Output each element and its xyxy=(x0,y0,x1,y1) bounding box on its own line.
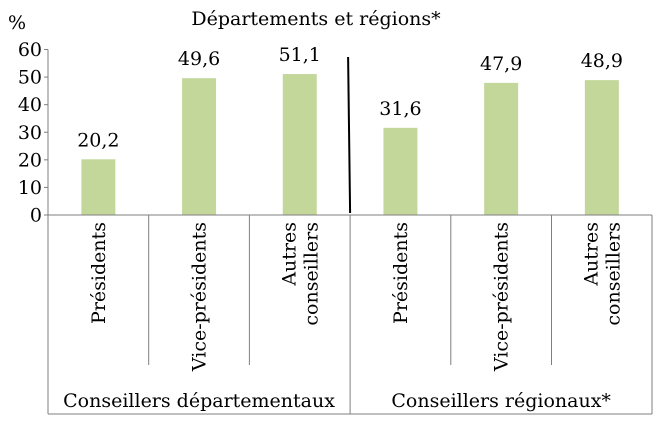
category-label: Autresconseillers xyxy=(580,222,624,326)
y-axis: 0 10 20 30 40 50 60 xyxy=(18,39,49,414)
bar xyxy=(584,80,619,216)
y-axis-unit-label: % xyxy=(8,12,26,34)
category-label: Vice-présidents xyxy=(189,222,211,372)
bar xyxy=(81,159,116,215)
bars: 20,2 49,6 51,1 31,6 47,9 48,9 xyxy=(77,44,623,216)
category-label: Présidents xyxy=(88,222,110,324)
bar-data-label: 31,6 xyxy=(379,98,421,120)
bar xyxy=(282,74,317,215)
category-label: Vice-présidents xyxy=(491,222,513,372)
y-tick-label: 0 xyxy=(30,205,42,227)
bar-data-label: 47,9 xyxy=(480,53,522,75)
bar-data-label: 48,9 xyxy=(581,50,623,72)
y-tick-label: 40 xyxy=(18,94,42,116)
chart-title: Départements et régions* xyxy=(191,8,441,30)
category-axis: Présidents Vice-présidents Autresconseille… xyxy=(48,56,653,415)
bar-data-label: 20,2 xyxy=(77,129,119,151)
panel-separator xyxy=(347,56,352,214)
group-label: Conseillers départementaux xyxy=(63,390,335,412)
bar-data-label: 49,6 xyxy=(178,48,220,70)
bar xyxy=(383,127,418,215)
y-tick-label: 50 xyxy=(18,67,42,89)
y-tick-label: 10 xyxy=(18,177,42,199)
bar xyxy=(182,78,217,215)
group-label: Conseillers régionaux* xyxy=(391,390,611,412)
y-tick-label: 30 xyxy=(18,122,42,144)
category-label: Présidents xyxy=(390,222,412,324)
bar xyxy=(484,82,519,216)
y-tick-label: 20 xyxy=(18,149,42,171)
category-label: Autresconseillers xyxy=(278,222,322,326)
y-tick-label: 60 xyxy=(18,39,42,61)
bar-data-label: 51,1 xyxy=(279,44,321,66)
